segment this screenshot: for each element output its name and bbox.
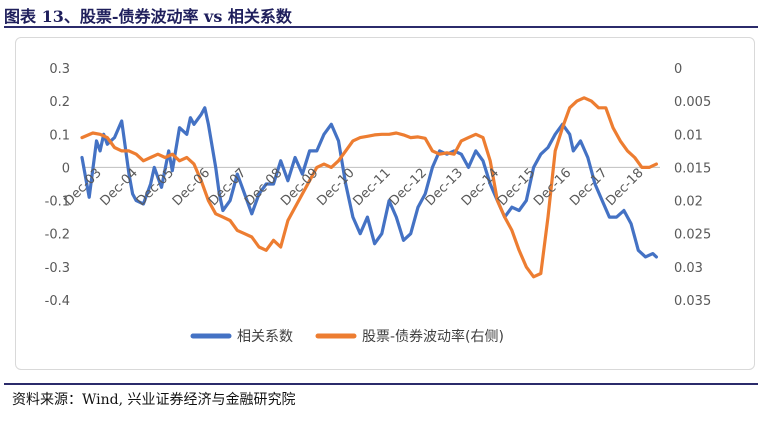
legend-label: 相关系数 xyxy=(237,329,293,345)
y-right-tick-label: 0.015 xyxy=(674,161,711,176)
y-left-tick-label: -0.3 xyxy=(45,261,70,276)
y-left-tick-label: 0.3 xyxy=(49,62,70,77)
source-note: 资料来源：Wind, 兴业证券经济与金融研究院 xyxy=(12,392,296,408)
correlation-series-line xyxy=(80,106,659,259)
x-tick-label: Dec-15 xyxy=(495,166,538,209)
y-left-tick-label: -0.2 xyxy=(45,228,70,243)
y-right-tick-label: 0.025 xyxy=(674,228,711,243)
figure-title: 图表 13、股票-债券波动率 vs 相关系数 xyxy=(4,7,292,26)
title-rule xyxy=(4,26,758,28)
x-tick-label: Dec-13 xyxy=(423,166,466,209)
x-tick-label: Dec-06 xyxy=(170,166,213,209)
y-right-tick-label: 0 xyxy=(674,62,682,77)
y-right-tick-label: 0.01 xyxy=(674,128,703,143)
chart-frame xyxy=(15,37,755,370)
y-right-tick-label: 0.035 xyxy=(674,294,711,309)
source-rule xyxy=(4,383,758,385)
x-tick-label: Dec-08 xyxy=(242,166,285,209)
volatility-series-line xyxy=(80,96,659,279)
y-right-tick-label: 0.005 xyxy=(674,95,711,110)
y-right-tick-label: 0.02 xyxy=(674,195,703,210)
y-left-tick-label: -0.4 xyxy=(45,294,70,309)
y-left-tick-label: -0.1 xyxy=(45,195,70,210)
x-tick-label: Dec-04 xyxy=(98,166,141,209)
x-tick-label: Dec-18 xyxy=(603,166,646,209)
y-left-tick-label: 0.2 xyxy=(49,95,70,110)
x-tick-label: Dec-12 xyxy=(387,166,430,209)
y-left-tick-label: 0.1 xyxy=(49,128,70,143)
y-right-tick-label: 0.03 xyxy=(674,261,703,276)
legend-label: 股票-债券波动率(右侧) xyxy=(362,328,504,345)
y-left-tick-label: 0 xyxy=(62,161,70,176)
